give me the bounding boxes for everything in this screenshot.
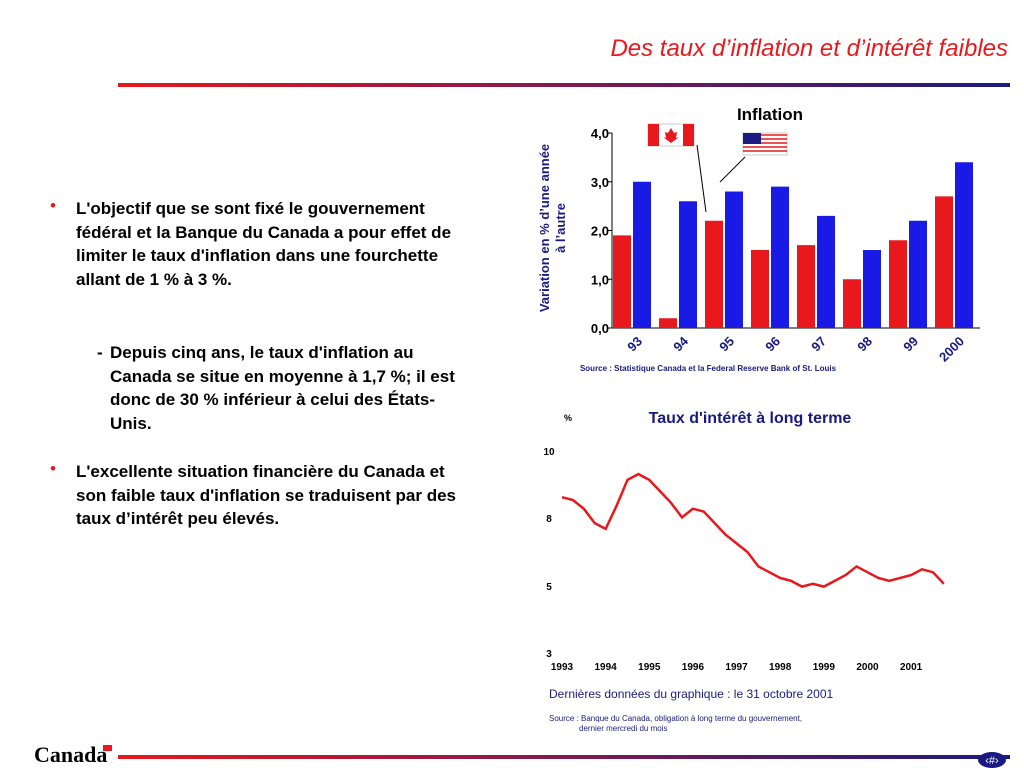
bar <box>679 201 697 328</box>
x-tick-label: 94 <box>670 333 691 354</box>
chart-title: Inflation <box>737 105 803 124</box>
line-series <box>561 472 945 588</box>
slide-title: Des taux d’inflation et d’intérêt faible… <box>610 35 1008 62</box>
flag-usa <box>742 132 788 156</box>
y-tick-label: 2,0 <box>591 224 609 239</box>
bullet-text: L'objectif que se sont fixé le gouvernem… <box>76 199 452 289</box>
x-tick-label: 1993 <box>551 662 574 673</box>
bar <box>633 181 651 328</box>
y-tick-label: 3,0 <box>591 175 609 190</box>
bar <box>613 235 631 328</box>
bar <box>863 250 881 328</box>
x-tick-label: 98 <box>854 334 875 355</box>
title-rule <box>118 83 1010 87</box>
chart-title: Taux d'intérêt à long terme <box>649 410 852 427</box>
x-tick-label: 97 <box>808 334 829 355</box>
dash: - <box>97 343 103 362</box>
bar <box>725 191 743 328</box>
bar <box>889 240 907 328</box>
logo-flag <box>103 745 112 751</box>
bullet-text: L'excellente situation financière du Can… <box>76 462 457 528</box>
y-tick-label: 10 <box>543 447 555 458</box>
logo: Canada <box>34 742 107 767</box>
x-tick-label: 1997 <box>725 662 748 673</box>
arrow <box>719 156 746 183</box>
y-axis-label: % <box>564 413 572 423</box>
x-tick-label: 2000 <box>856 662 879 673</box>
x-tick-label: 1994 <box>595 662 618 673</box>
source: dernier mercredi du mois <box>579 724 667 733</box>
x-tick-label: 93 <box>624 334 645 355</box>
x-tick-label: 95 <box>716 334 737 355</box>
footer-rule <box>118 755 1010 759</box>
x-tick-label: 99 <box>900 334 921 355</box>
sub-bullet-text: Depuis cinq ans, le taux d'inflation au … <box>110 343 455 433</box>
y-tick-label: 1,0 <box>591 272 609 287</box>
bar <box>659 318 677 328</box>
arrow <box>696 144 707 213</box>
flag-canada <box>647 123 695 147</box>
y-tick-label: 4,0 <box>591 126 609 141</box>
x-tick-label: 96 <box>762 334 783 355</box>
source: Source : Banque du Canada, obligation à … <box>549 714 802 723</box>
bar <box>771 186 789 328</box>
y-tick-label: 0,0 <box>591 321 609 336</box>
page-badge <box>978 752 1006 768</box>
x-tick-label: 2001 <box>900 662 923 673</box>
page-number: ‹#› <box>985 755 999 767</box>
y-tick-label: 3 <box>546 649 552 660</box>
bar <box>843 279 861 328</box>
y-tick-label: 5 <box>546 582 552 593</box>
note: Dernières données du graphique : le 31 o… <box>549 687 834 701</box>
bar <box>705 220 723 328</box>
x-tick-label: 2000 <box>936 334 967 365</box>
bar <box>817 215 835 328</box>
bullet: • <box>50 459 56 478</box>
y-tick-label: 8 <box>546 514 552 525</box>
bar <box>751 250 769 328</box>
y-axis-label: Variation en % d’une année <box>537 144 552 312</box>
y-axis-label: à l’autre <box>553 203 568 253</box>
bar <box>909 220 927 328</box>
x-tick-label: 1996 <box>682 662 705 673</box>
bar <box>797 245 815 328</box>
bar <box>955 162 973 328</box>
x-tick-label: 1998 <box>769 662 792 673</box>
x-tick-label: 1995 <box>638 662 661 673</box>
x-tick-label: 1999 <box>813 662 836 673</box>
bar <box>935 196 953 328</box>
source: Source : Statistique Canada et la Federa… <box>580 364 837 373</box>
bullet: • <box>50 196 56 215</box>
